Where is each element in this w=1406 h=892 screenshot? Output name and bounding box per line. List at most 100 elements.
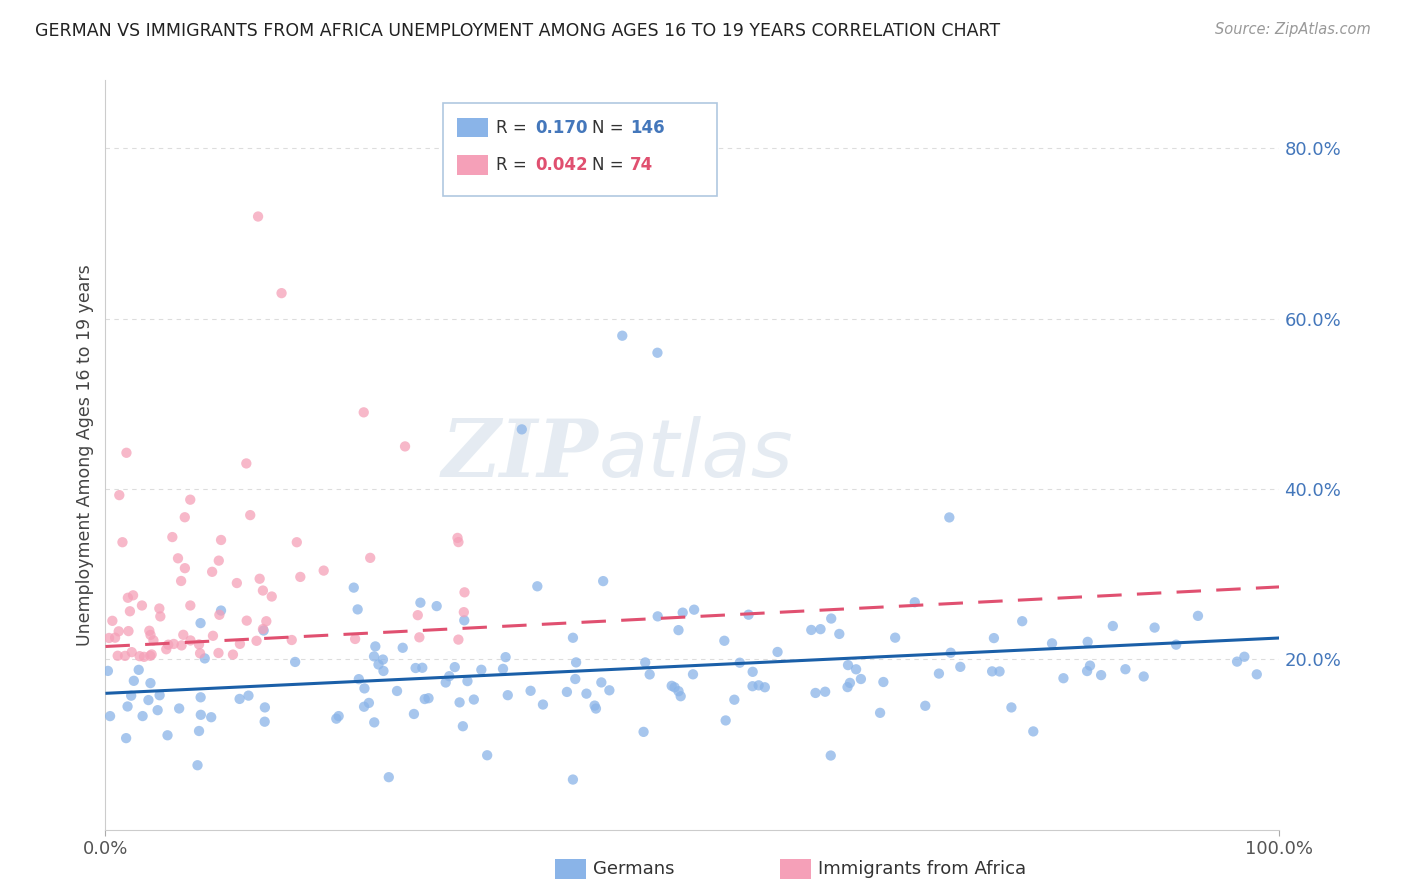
Immigrants from Africa — [447, 632, 470, 647]
Immigrants from Africa — [149, 609, 172, 624]
Germans — [146, 703, 169, 717]
Germans — [800, 623, 823, 637]
Germans — [928, 666, 950, 681]
Germans — [443, 660, 465, 674]
Text: ZIP: ZIP — [441, 417, 599, 493]
Immigrants from Africa — [254, 614, 277, 628]
Text: N =: N = — [592, 119, 628, 136]
Germans — [463, 692, 485, 706]
Germans — [938, 510, 960, 524]
Immigrants from Africa — [157, 638, 180, 652]
Germans — [884, 631, 907, 645]
Immigrants from Africa — [118, 604, 141, 618]
Germans — [418, 691, 440, 706]
Germans — [561, 772, 583, 787]
Germans — [845, 662, 868, 676]
Germans — [188, 724, 211, 739]
Immigrants from Africa — [111, 535, 134, 549]
Germans — [1246, 667, 1268, 681]
Immigrants from Africa — [406, 608, 429, 623]
Germans — [120, 689, 142, 703]
Immigrants from Africa — [290, 570, 312, 584]
Germans — [131, 709, 153, 723]
Germans — [562, 631, 585, 645]
Immigrants from Africa — [201, 565, 224, 579]
Germans — [1078, 658, 1101, 673]
Immigrants from Africa — [359, 550, 381, 565]
Germans — [683, 603, 706, 617]
Germans — [869, 706, 891, 720]
Immigrants from Africa — [270, 286, 292, 301]
Text: Germans: Germans — [593, 860, 675, 878]
Immigrants from Africa — [104, 631, 127, 645]
Germans — [565, 656, 588, 670]
Germans — [328, 709, 350, 723]
Immigrants from Africa — [132, 649, 155, 664]
Germans — [253, 714, 276, 729]
Text: R =: R = — [496, 119, 533, 136]
Immigrants from Africa — [209, 533, 232, 547]
Germans — [475, 748, 498, 763]
Germans — [138, 693, 160, 707]
Immigrants from Africa — [247, 210, 270, 224]
Germans — [510, 422, 533, 436]
Germans — [405, 661, 427, 675]
Germans — [167, 701, 190, 715]
Germans — [363, 649, 385, 664]
Immigrants from Africa — [98, 631, 121, 645]
Immigrants from Africa — [128, 649, 150, 664]
Germans — [1233, 649, 1256, 664]
Germans — [585, 701, 607, 715]
Germans — [190, 690, 212, 705]
Germans — [385, 684, 408, 698]
Germans — [838, 676, 860, 690]
Germans — [837, 680, 859, 694]
Germans — [1011, 614, 1033, 628]
Immigrants from Africa — [408, 630, 430, 644]
Immigrants from Africa — [141, 648, 163, 662]
Text: R =: R = — [496, 156, 533, 174]
Germans — [741, 665, 763, 679]
Immigrants from Africa — [208, 607, 231, 622]
Germans — [820, 748, 842, 763]
Immigrants from Africa — [122, 588, 145, 602]
Germans — [451, 719, 474, 733]
Immigrants from Africa — [252, 583, 274, 598]
Germans — [591, 675, 613, 690]
Germans — [371, 652, 394, 666]
Germans — [837, 658, 859, 673]
Germans — [1187, 608, 1209, 623]
Germans — [564, 672, 586, 686]
Germans — [1166, 638, 1188, 652]
Immigrants from Africa — [252, 622, 274, 636]
Immigrants from Africa — [280, 632, 302, 647]
Germans — [1143, 621, 1166, 635]
Germans — [661, 679, 683, 693]
Germans — [1114, 662, 1136, 676]
Germans — [411, 661, 433, 675]
Germans — [373, 664, 395, 678]
Germans — [714, 714, 737, 728]
Immigrants from Africa — [117, 591, 139, 605]
Immigrants from Africa — [207, 646, 229, 660]
Text: GERMAN VS IMMIGRANTS FROM AFRICA UNEMPLOYMENT AMONG AGES 16 TO 19 YEARS CORRELAT: GERMAN VS IMMIGRANTS FROM AFRICA UNEMPLO… — [35, 22, 1000, 40]
Germans — [194, 651, 217, 665]
Germans — [492, 662, 515, 676]
Germans — [592, 574, 614, 588]
Germans — [325, 712, 347, 726]
Immigrants from Africa — [179, 492, 201, 507]
Immigrants from Africa — [139, 648, 162, 663]
Germans — [449, 695, 471, 709]
Germans — [156, 728, 179, 742]
Text: N =: N = — [592, 156, 628, 174]
Germans — [149, 688, 172, 702]
Germans — [190, 616, 212, 631]
Germans — [741, 679, 763, 693]
Germans — [343, 581, 366, 595]
Immigrants from Africa — [447, 535, 470, 549]
Germans — [672, 606, 695, 620]
Germans — [531, 698, 554, 712]
Germans — [378, 770, 401, 784]
Text: 74: 74 — [630, 156, 654, 174]
Germans — [598, 683, 620, 698]
